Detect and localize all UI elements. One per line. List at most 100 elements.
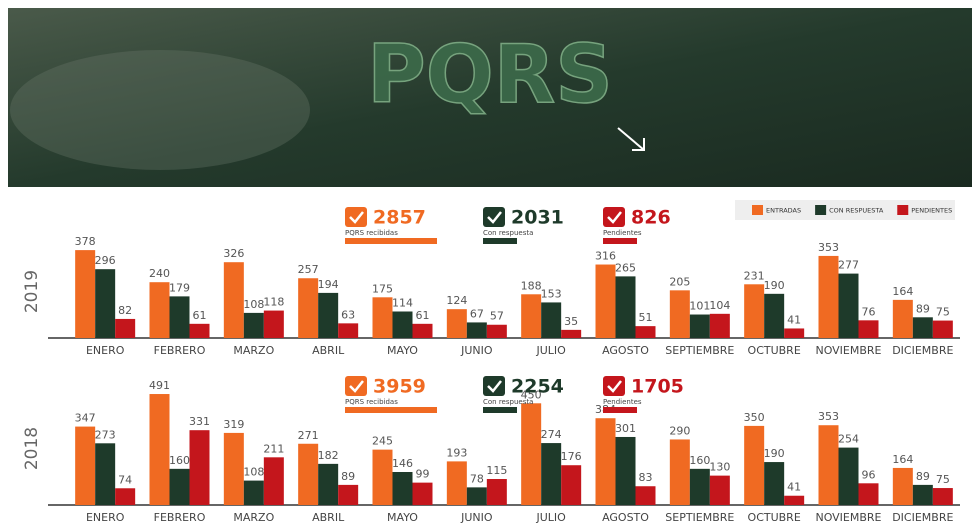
value-label: 176 — [561, 450, 582, 463]
value-label: 205 — [669, 275, 690, 288]
summary-icon-glyph — [349, 211, 364, 224]
y-axis-label: 2019 — [22, 270, 42, 313]
value-label: 491 — [149, 379, 170, 392]
bar — [486, 479, 507, 505]
bar — [412, 323, 433, 338]
x-tick-label: JULIO — [536, 344, 567, 357]
bar — [595, 418, 616, 505]
value-label: 35 — [564, 315, 578, 328]
bar — [561, 465, 582, 505]
value-label: 316 — [595, 250, 616, 263]
value-label: 108 — [243, 466, 264, 479]
value-label: 296 — [95, 254, 116, 267]
value-label: 353 — [818, 241, 839, 254]
bar — [561, 329, 582, 338]
legend-label: ENTRADAS — [766, 207, 801, 215]
x-tick-label: FEBRERO — [154, 344, 206, 357]
value-label: 115 — [486, 464, 507, 477]
bar — [858, 483, 879, 505]
legend-label: CON RESPUESTA — [829, 207, 884, 215]
bar — [615, 276, 636, 338]
value-label: 41 — [787, 313, 801, 326]
bar — [615, 436, 636, 505]
bar — [892, 299, 913, 338]
x-tick-label: SEPTIEMBRE — [665, 344, 734, 357]
bar — [744, 425, 765, 505]
bar — [149, 282, 170, 338]
x-tick-label: MARZO — [233, 511, 274, 524]
bar — [838, 447, 859, 505]
value-label: 190 — [764, 279, 785, 292]
x-tick-label: AGOSTO — [602, 344, 649, 357]
value-label: 96 — [862, 468, 876, 481]
x-tick-label: ABRIL — [312, 344, 345, 357]
value-label: 179 — [169, 281, 190, 294]
bar — [189, 323, 210, 338]
value-label: 63 — [341, 308, 355, 321]
value-label: 67 — [470, 307, 484, 320]
x-tick-label: ABRIL — [312, 511, 345, 524]
bar — [149, 394, 170, 505]
value-label: 75 — [936, 306, 950, 319]
value-label: 194 — [318, 278, 339, 291]
bar — [318, 292, 339, 338]
value-label: 290 — [669, 424, 690, 437]
x-tick-label: NOVIEMBRE — [815, 511, 881, 524]
value-label: 190 — [764, 447, 785, 460]
bar — [669, 290, 690, 338]
value-label: 164 — [892, 453, 913, 466]
bar — [412, 482, 433, 505]
value-label: 78 — [470, 472, 484, 485]
bar — [392, 311, 413, 338]
summary-underline — [603, 407, 637, 413]
value-label: 75 — [936, 473, 950, 486]
bar — [818, 425, 839, 505]
y-axis-label: 2018 — [22, 427, 42, 470]
summary-icon-glyph — [607, 211, 622, 224]
bar — [189, 430, 210, 505]
bar — [95, 269, 116, 338]
value-label: 118 — [263, 296, 284, 309]
bar — [392, 472, 413, 505]
bar — [263, 457, 284, 505]
x-tick-label: JUNIO — [460, 511, 493, 524]
bar — [223, 262, 244, 338]
bar — [338, 484, 359, 505]
bar — [243, 480, 264, 505]
value-label: 101 — [689, 300, 710, 313]
summary-label: PQRS recibidas — [345, 398, 398, 406]
bar — [932, 320, 953, 338]
summary-icon — [483, 376, 505, 396]
header-title: PQRS — [367, 28, 613, 121]
bar — [764, 293, 785, 338]
x-tick-label: DICIEMBRE — [892, 511, 953, 524]
summary-value: 3959 — [373, 376, 426, 398]
summary-underline — [345, 407, 437, 413]
summary-value: 826 — [631, 207, 671, 229]
bar — [75, 426, 96, 505]
value-label: 108 — [243, 298, 264, 311]
x-tick-label: JULIO — [536, 511, 567, 524]
bar — [764, 462, 785, 505]
bar — [486, 324, 507, 338]
value-label: 350 — [744, 411, 765, 424]
bar — [521, 294, 542, 338]
value-label: 51 — [639, 311, 653, 324]
bar — [541, 443, 562, 505]
bar — [595, 264, 616, 338]
value-label: 89 — [916, 302, 930, 315]
value-label: 89 — [916, 470, 930, 483]
bar — [932, 488, 953, 505]
bar — [689, 314, 710, 338]
value-label: 277 — [838, 259, 859, 272]
value-label: 41 — [787, 481, 801, 494]
x-tick-label: OCTUBRE — [748, 511, 801, 524]
value-label: 273 — [95, 428, 116, 441]
value-label: 331 — [189, 415, 210, 428]
value-label: 182 — [318, 449, 339, 462]
bar — [669, 439, 690, 505]
bar — [709, 475, 730, 505]
bar — [298, 278, 319, 338]
value-label: 61 — [416, 309, 430, 322]
